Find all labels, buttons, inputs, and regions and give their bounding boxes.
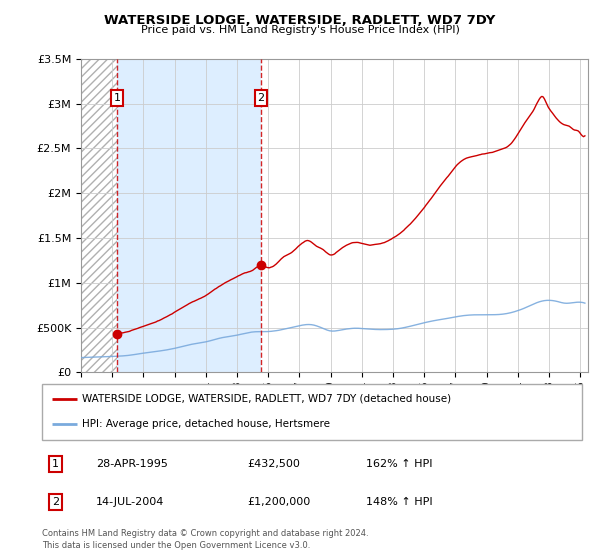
Text: 162% ↑ HPI: 162% ↑ HPI — [366, 459, 433, 469]
Text: 14-JUL-2004: 14-JUL-2004 — [96, 497, 164, 507]
Text: 1: 1 — [113, 93, 121, 103]
Bar — [81, 59, 117, 372]
Text: HPI: Average price, detached house, Hertsmere: HPI: Average price, detached house, Hert… — [83, 419, 331, 430]
Text: Contains HM Land Registry data © Crown copyright and database right 2024.
This d: Contains HM Land Registry data © Crown c… — [42, 529, 368, 550]
FancyBboxPatch shape — [42, 384, 582, 440]
Text: Price paid vs. HM Land Registry's House Price Index (HPI): Price paid vs. HM Land Registry's House … — [140, 25, 460, 35]
Text: 148% ↑ HPI: 148% ↑ HPI — [366, 497, 433, 507]
Text: WATERSIDE LODGE, WATERSIDE, RADLETT, WD7 7DY (detached house): WATERSIDE LODGE, WATERSIDE, RADLETT, WD7… — [83, 394, 452, 404]
Text: WATERSIDE LODGE, WATERSIDE, RADLETT, WD7 7DY: WATERSIDE LODGE, WATERSIDE, RADLETT, WD7… — [104, 14, 496, 27]
Bar — [261, 59, 588, 372]
Text: £1,200,000: £1,200,000 — [247, 497, 310, 507]
Text: 2: 2 — [52, 497, 59, 507]
Text: 2: 2 — [257, 93, 265, 103]
Text: 1: 1 — [52, 459, 59, 469]
Bar — [117, 59, 261, 372]
Text: 28-APR-1995: 28-APR-1995 — [96, 459, 168, 469]
Text: £432,500: £432,500 — [247, 459, 300, 469]
